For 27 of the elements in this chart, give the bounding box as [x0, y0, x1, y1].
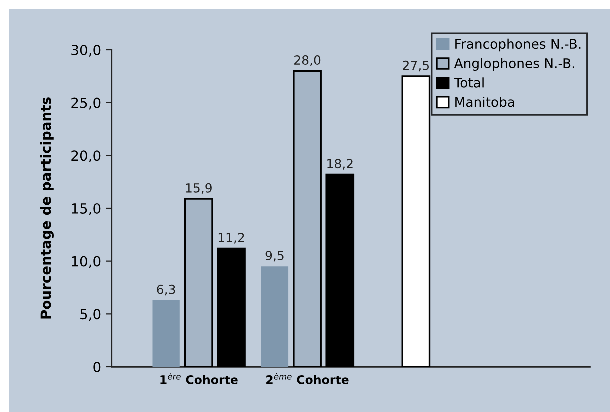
y-tick-label: 20,0 — [72, 150, 101, 163]
y-tick-label: 25,0 — [72, 98, 101, 110]
data-label: 9,5 — [266, 251, 284, 262]
bar — [261, 266, 289, 367]
y-tick-label: 30,0 — [72, 44, 101, 57]
data-label: 27,5 — [403, 60, 430, 72]
data-label: 15,9 — [186, 183, 212, 194]
legend-label: Francophones N.-B. — [456, 38, 581, 52]
legend-label: Manitoba — [456, 97, 514, 108]
data-label: 11,2 — [218, 233, 244, 244]
y-tick-label: 5,0 — [80, 309, 101, 322]
x-tick-label: 1$^{ère}$ Cohorte — [160, 373, 238, 384]
legend-label: Anglophones N.-B. — [454, 58, 574, 72]
y-axis-title: Pourcentage de participants — [40, 98, 54, 319]
bar — [217, 248, 246, 367]
data-label: 28,0 — [294, 56, 321, 66]
bar — [326, 174, 355, 367]
data-label: 18,2 — [328, 159, 353, 170]
x-tick-label: 2$^{ème}$ Cohorte — [266, 373, 349, 384]
bar — [152, 300, 180, 367]
bar — [293, 70, 322, 367]
legend-label: Total — [454, 78, 484, 88]
y-tick-label: 15,0 — [72, 203, 101, 216]
bar — [184, 198, 214, 367]
y-tick-label: 0 — [94, 362, 101, 372]
y-tick-label: 10,0 — [72, 256, 101, 268]
data-label: 6,3 — [157, 284, 176, 296]
